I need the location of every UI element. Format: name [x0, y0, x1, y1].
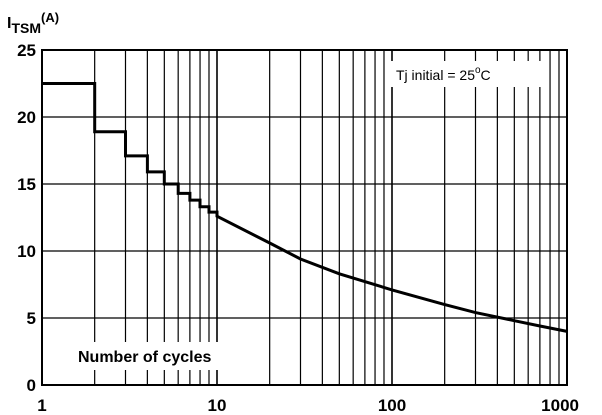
annotation-background: [386, 61, 544, 87]
y-tick-label: 25: [17, 41, 36, 60]
annotation-text: Tj initial = 25oC: [396, 65, 491, 83]
y-axis-label: ITSM(A): [7, 10, 59, 36]
x-axis-title: Number of cycles: [78, 349, 211, 366]
y-tick-label: 20: [17, 108, 36, 127]
y-tick-label: 0: [27, 376, 36, 395]
x-axis-title-box: Number of cycles: [72, 342, 250, 370]
grid: [42, 50, 567, 385]
y-tick-label: 5: [27, 309, 36, 328]
y-tick-label: 10: [17, 242, 36, 261]
y-axis-label-subscript: TSM: [11, 20, 41, 36]
x-tick-label: 1: [37, 396, 46, 415]
x-tick-label: 1000: [541, 396, 579, 415]
series-group: [42, 82, 568, 333]
plot-frame: [41, 49, 568, 386]
x-axis-title-background: [72, 342, 250, 370]
y-axis-label-prefix: I: [7, 15, 11, 32]
annotation-superscript: o: [475, 65, 481, 76]
y-axis-ticks: 0 5 10 15 20 25: [17, 41, 36, 395]
series-line: [42, 82, 568, 333]
annotation-box: Tj initial = 25oC: [386, 61, 544, 87]
x-axis-ticks: 1 10 100 1000: [37, 396, 579, 415]
x-tick-label: 100: [378, 396, 406, 415]
y-axis-label-unit: (A): [41, 10, 59, 25]
annotation-main: Tj initial = 25: [396, 67, 475, 83]
annotation-suffix: C: [481, 67, 491, 83]
x-tick-label: 10: [208, 396, 227, 415]
y-tick-label: 15: [17, 175, 36, 194]
